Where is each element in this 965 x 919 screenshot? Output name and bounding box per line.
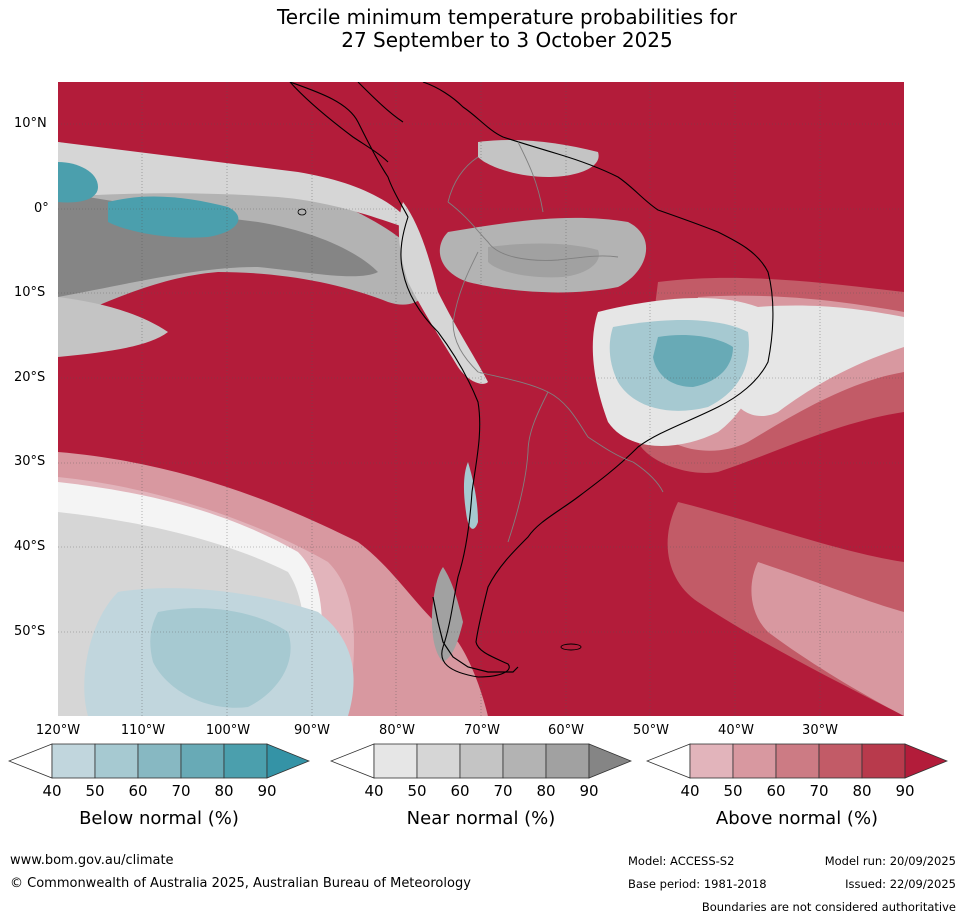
lon-label-40w: 40°W: [718, 723, 754, 738]
cb-near-tick: 70: [493, 782, 513, 800]
region-near-equator-light: [58, 142, 418, 232]
cb-near-title: Near normal (%): [406, 808, 556, 829]
lat-label-30s: 30°S: [14, 454, 46, 469]
cb-above-seg-6: [904, 743, 948, 779]
region-below-chile: [463, 462, 478, 529]
cb-above-tick: 60: [766, 782, 786, 800]
map-canvas: [58, 82, 904, 716]
cb-above-seg-2: [732, 743, 777, 779]
region-below-brazil-core: [653, 335, 733, 387]
region-near-patagonia: [431, 567, 463, 662]
cb-below-tick: 40: [42, 782, 62, 800]
cb-above-seg-1: [689, 743, 734, 779]
probability-map: [58, 82, 904, 716]
title-line-2: 27 September to 3 October 2025: [341, 28, 673, 52]
lat-label-10s: 10°S: [14, 285, 46, 300]
lon-label-60w: 60°W: [548, 723, 584, 738]
lat-label-20s: 20°S: [14, 370, 46, 385]
lon-label-100w: 100°W: [205, 723, 251, 738]
cb-above-seg-4: [818, 743, 863, 779]
lon-grid: [141, 82, 821, 716]
region-below-south-core: [150, 608, 291, 708]
cb-below-tick: 70: [171, 782, 191, 800]
cb-below-title: Below normal (%): [79, 808, 239, 829]
base-period-text: Base period: 1981-2018: [628, 877, 767, 891]
website-link[interactable]: www.bom.gov.au/climate: [10, 853, 174, 868]
map-title: Tercile minimum temperature probabilitie…: [0, 6, 965, 52]
region-below-equator: [108, 196, 239, 238]
cb-near-seg-0: [330, 743, 375, 779]
cb-near-seg-4: [502, 743, 547, 779]
cb-near-tick: 60: [450, 782, 470, 800]
cb-near-seg-5: [545, 743, 590, 779]
tierra-del-fuego: [432, 596, 519, 673]
model-run-text: Model run: 20/09/2025: [824, 854, 956, 868]
cb-below-seg-6: [266, 743, 310, 779]
region-atlantic-white: [733, 305, 904, 417]
central-america-coastline: [289, 82, 404, 163]
cb-near-seg-6: [588, 743, 632, 779]
country-borders: [447, 141, 664, 543]
south-america-coastline: [289, 82, 774, 678]
cb-above-tick: 70: [809, 782, 829, 800]
region-atlantic-south-light: [751, 562, 904, 716]
lon-label-110w: 110°W: [120, 723, 166, 738]
cb-below-tick: 80: [214, 782, 234, 800]
cb-above-seg-5: [861, 743, 906, 779]
cb-near-tick: 50: [407, 782, 427, 800]
lon-label-80w: 80°W: [379, 723, 415, 738]
lat-label-10n: 10°N: [14, 116, 47, 131]
model-text: Model: ACCESS-S2: [628, 854, 735, 868]
cb-below-tick: 50: [85, 782, 105, 800]
copyright-text: © Commonwealth of Australia 2025, Austra…: [10, 876, 471, 891]
disclaimer-text: Boundaries are not considered authoritat…: [701, 900, 956, 914]
cb-near-tick: 40: [364, 782, 384, 800]
cb-below-tick: 60: [128, 782, 148, 800]
colorbar-below-normal: [8, 743, 310, 779]
cb-below-seg-1: [51, 743, 96, 779]
lon-label-70w: 70°W: [464, 723, 500, 738]
cb-below-seg-4: [180, 743, 225, 779]
lon-label-120w: 120°W: [35, 723, 81, 738]
cb-above-tick: 40: [680, 782, 700, 800]
lon-label-30w: 30°W: [802, 723, 838, 738]
cb-near-seg-2: [416, 743, 461, 779]
cb-near-seg-1: [373, 743, 418, 779]
region-near-north-coast: [478, 140, 599, 177]
cb-above-seg-0: [646, 743, 691, 779]
cb-near-tick: 90: [579, 782, 599, 800]
cb-above-tick: 50: [723, 782, 743, 800]
cb-near-tick: 80: [536, 782, 556, 800]
colorbar-above-normal: [646, 743, 948, 779]
cb-above-title: Above normal (%): [715, 808, 879, 829]
cb-below-seg-0: [8, 743, 53, 779]
lon-label-50w: 50°W: [633, 723, 669, 738]
cb-below-seg-3: [137, 743, 182, 779]
galapagos-islands: [297, 208, 307, 216]
cb-near-seg-3: [459, 743, 504, 779]
cb-below-seg-5: [223, 743, 268, 779]
cb-above-tick: 80: [852, 782, 872, 800]
colorbar-near-normal: [330, 743, 632, 779]
region-near-andes: [398, 202, 488, 384]
region-near-west-south: [58, 297, 168, 357]
lat-label-50s: 50°S: [14, 624, 46, 639]
lon-label-90w: 90°W: [294, 723, 330, 738]
issued-text: Issued: 22/09/2025: [845, 877, 956, 891]
cb-above-seg-3: [775, 743, 820, 779]
cb-below-seg-2: [94, 743, 139, 779]
region-below-equator-west: [58, 162, 98, 203]
cb-below-tick: 90: [257, 782, 277, 800]
title-line-1: Tercile minimum temperature probabilitie…: [276, 5, 738, 29]
cb-above-tick: 90: [895, 782, 915, 800]
falkland-islands: [560, 643, 582, 651]
lat-label-40s: 40°S: [14, 539, 46, 554]
lat-label-0: 0°: [34, 201, 49, 216]
